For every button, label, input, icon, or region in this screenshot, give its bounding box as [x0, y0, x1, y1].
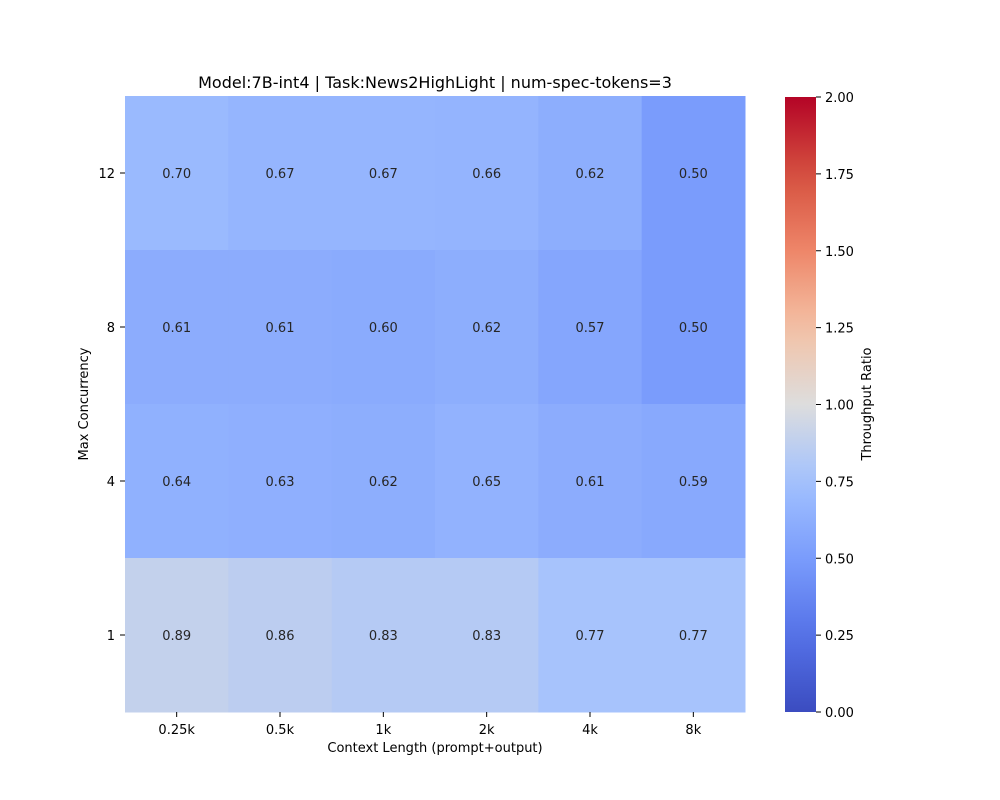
heatmap-cell	[331, 96, 436, 251]
heatmap-cell	[125, 96, 229, 251]
cell-value-label: 0.65	[472, 475, 501, 490]
heatmap-cell	[538, 96, 643, 251]
heatmap-cells: 0.70 0.67 0.67 0.66 0.62 0.50 0.61 0.61 0.60 0.62…	[125, 96, 746, 713]
x-tick-label: 0.25k	[158, 723, 195, 738]
y-tick-label: 8	[107, 321, 115, 336]
heatmap-cell	[125, 250, 229, 405]
colorbar-ticks: 0.00 0.25 0.50 0.75 1.00 1.25 1.50 1.75 2.00	[816, 91, 854, 721]
heatmap-cell	[435, 96, 539, 251]
x-tick-label: 4k	[582, 723, 598, 738]
colorbar	[785, 97, 816, 712]
colorbar-gradient	[785, 97, 816, 712]
heatmap-cell	[331, 404, 436, 559]
colorbar-tick-label: 2.00	[825, 91, 854, 106]
cell-value-label: 0.59	[679, 475, 708, 490]
cell-value-label: 0.62	[576, 167, 605, 182]
heatmap-cell	[228, 96, 333, 251]
cell-value-label: 0.64	[162, 475, 191, 490]
cell-value-label: 0.61	[266, 321, 295, 336]
heatmap-cell	[435, 250, 539, 405]
heatmap-cell	[641, 96, 746, 251]
y-tick-label: 1	[107, 629, 115, 644]
colorbar-tick-label: 1.50	[825, 245, 854, 260]
heatmap-cell	[228, 250, 333, 405]
colorbar-label: Throughput Ratio	[860, 347, 875, 461]
cell-value-label: 0.70	[162, 167, 191, 182]
heatmap-cell	[331, 558, 436, 713]
colorbar-tick-label: 0.50	[825, 552, 854, 567]
cell-value-label: 0.61	[162, 321, 191, 336]
cell-value-label: 0.67	[369, 167, 398, 182]
y-tick-label: 12	[98, 167, 115, 182]
colorbar-tick-label: 1.00	[825, 399, 854, 414]
cell-value-label: 0.83	[472, 629, 501, 644]
x-axis-label: Context Length (prompt+output)	[327, 741, 542, 756]
cell-value-label: 0.50	[679, 167, 708, 182]
heatmap-cell	[331, 250, 436, 405]
heatmap-cell	[435, 558, 539, 713]
cell-value-label: 0.67	[266, 167, 295, 182]
cell-value-label: 0.89	[162, 629, 191, 644]
heatmap-cell	[538, 558, 643, 713]
chart-title: Model:7B-int4 | Task:News2HighLight | nu…	[198, 73, 672, 92]
heatmap-cell	[228, 558, 333, 713]
colorbar-tick-label: 1.75	[825, 168, 854, 183]
y-axis: 12 8 4 1	[98, 167, 125, 644]
cell-value-label: 0.86	[266, 629, 295, 644]
colorbar-tick-label: 1.25	[825, 322, 854, 337]
heatmap-cell	[538, 250, 643, 405]
x-tick-label: 0.5k	[266, 723, 295, 738]
colorbar-tick-label: 0.00	[825, 706, 854, 721]
heatmap-cell	[641, 404, 746, 559]
y-axis-label: Max Concurrency	[77, 347, 92, 460]
x-tick-label: 8k	[685, 723, 701, 738]
cell-value-label: 0.62	[369, 475, 398, 490]
cell-value-label: 0.61	[576, 475, 605, 490]
colorbar-tick-label: 0.75	[825, 475, 854, 490]
heatmap-cell	[538, 404, 643, 559]
heatmap-cell	[435, 404, 539, 559]
cell-value-label: 0.57	[576, 321, 605, 336]
cell-value-label: 0.50	[679, 321, 708, 336]
x-tick-label: 1k	[375, 723, 391, 738]
colorbar-tick-label: 0.25	[825, 629, 854, 644]
cell-value-label: 0.77	[576, 629, 605, 644]
y-tick-label: 4	[107, 475, 115, 490]
heatmap-cell	[641, 558, 746, 713]
cell-value-label: 0.63	[266, 475, 295, 490]
heatmap-cell	[641, 250, 746, 405]
cell-value-label: 0.60	[369, 321, 398, 336]
cell-value-label: 0.83	[369, 629, 398, 644]
x-tick-label: 2k	[479, 723, 495, 738]
heatmap-cell	[125, 558, 229, 713]
cell-value-label: 0.77	[679, 629, 708, 644]
heatmap-cell	[125, 404, 229, 559]
heatmap-cell	[228, 404, 333, 559]
cell-value-label: 0.62	[472, 321, 501, 336]
x-axis: 0.25k 0.5k 1k 2k 4k 8k	[158, 712, 702, 738]
cell-value-label: 0.66	[472, 167, 501, 182]
